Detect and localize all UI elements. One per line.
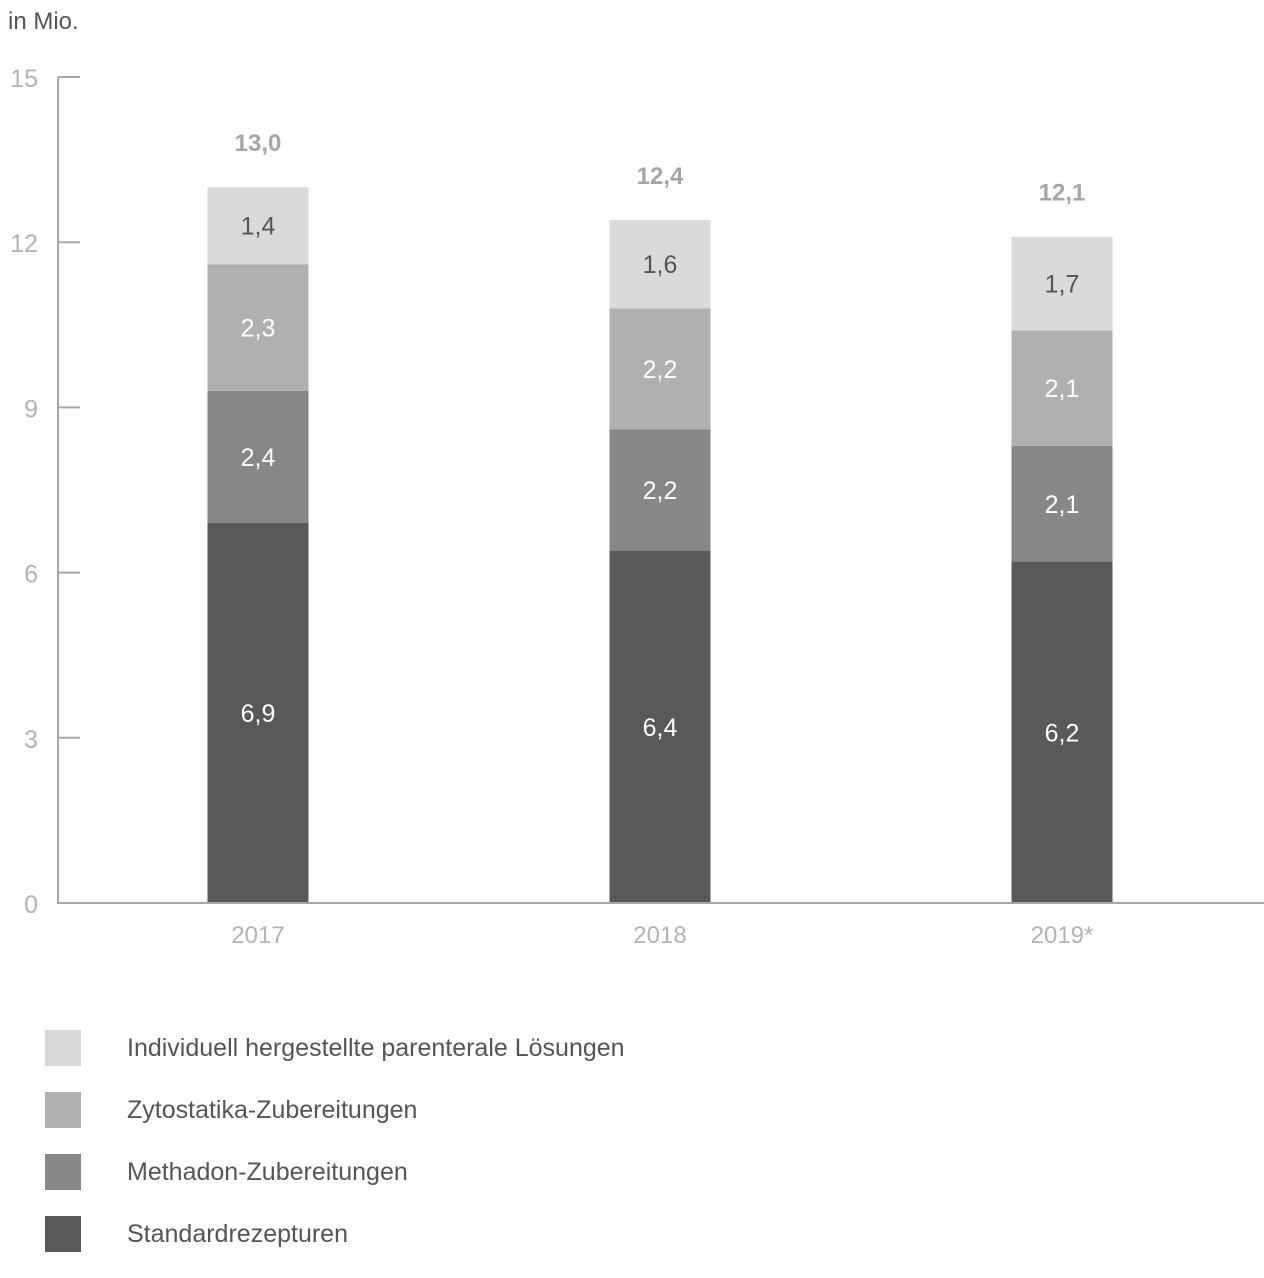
data-label: 1,6 xyxy=(643,251,678,279)
legend-item-zytostatika: Zytostatika-Zubereitungen xyxy=(45,1092,945,1128)
bar-segment xyxy=(1011,330,1113,446)
y-tick-label: 3 xyxy=(24,726,38,754)
y-tick-label: 6 xyxy=(24,561,38,589)
data-label: 6,4 xyxy=(643,714,678,742)
bar-segment xyxy=(609,429,711,551)
bar-segment xyxy=(1011,236,1113,331)
legend-label: Methadon-Zubereitungen xyxy=(127,1157,408,1186)
data-label: 2,1 xyxy=(1045,375,1080,403)
legend-label: Standardrezepturen xyxy=(127,1219,348,1248)
y-tick-label: 9 xyxy=(24,395,38,423)
stacked-bar-chart: 6,9 2,4 2,3 1,4 13,0 2017 6,4 2,2 2,2 1,6 12,4 2018… xyxy=(10,65,1264,949)
data-label: 2,1 xyxy=(1045,491,1080,519)
legend-swatch xyxy=(45,1092,81,1128)
y-axis-unit-label: in Mio. xyxy=(8,8,79,35)
bar-segment xyxy=(1011,561,1113,903)
y-tick-label: 12 xyxy=(10,230,38,258)
legend-swatch xyxy=(45,1030,81,1066)
legend-item-standardrezepturen: Standardrezepturen xyxy=(45,1216,945,1252)
legend-item-methadon: Methadon-Zubereitungen xyxy=(45,1154,945,1190)
legend-swatch xyxy=(45,1216,81,1252)
x-tick-label: 2018 xyxy=(633,922,686,949)
data-label: 1,7 xyxy=(1045,271,1080,299)
data-label: 2,2 xyxy=(643,356,678,384)
total-label: 12,4 xyxy=(637,163,684,190)
bar-segment xyxy=(207,264,309,391)
legend-label: Individuell hergestellte parenterale Lös… xyxy=(127,1033,625,1062)
x-tick-label: 2019* xyxy=(1031,922,1094,949)
legend-label: Zytostatika-Zubereitungen xyxy=(127,1095,418,1124)
bar-segment xyxy=(207,187,309,265)
bar-segment xyxy=(1011,445,1113,562)
chart-legend: Individuell hergestellte parenterale Lös… xyxy=(45,1030,945,1278)
x-tick-label: 2017 xyxy=(231,922,284,949)
total-label: 12,1 xyxy=(1039,180,1086,207)
bar-segment xyxy=(609,550,711,903)
data-label: 2,4 xyxy=(241,444,276,472)
y-tick-label: 15 xyxy=(10,65,38,93)
bar-segment xyxy=(207,390,309,524)
data-label: 6,9 xyxy=(241,700,276,728)
bar-segment xyxy=(609,220,711,309)
data-label: 6,2 xyxy=(1045,719,1080,747)
bar-segment xyxy=(609,308,711,430)
total-label: 13,0 xyxy=(235,130,282,157)
legend-swatch xyxy=(45,1154,81,1190)
y-tick-label: 0 xyxy=(24,891,38,919)
data-label: 2,2 xyxy=(643,477,678,505)
data-label: 2,3 xyxy=(241,315,276,343)
bar-segment xyxy=(207,523,309,903)
legend-item-parenterale-loesungen: Individuell hergestellte parenterale Lös… xyxy=(45,1030,945,1066)
data-label: 1,4 xyxy=(241,213,276,241)
